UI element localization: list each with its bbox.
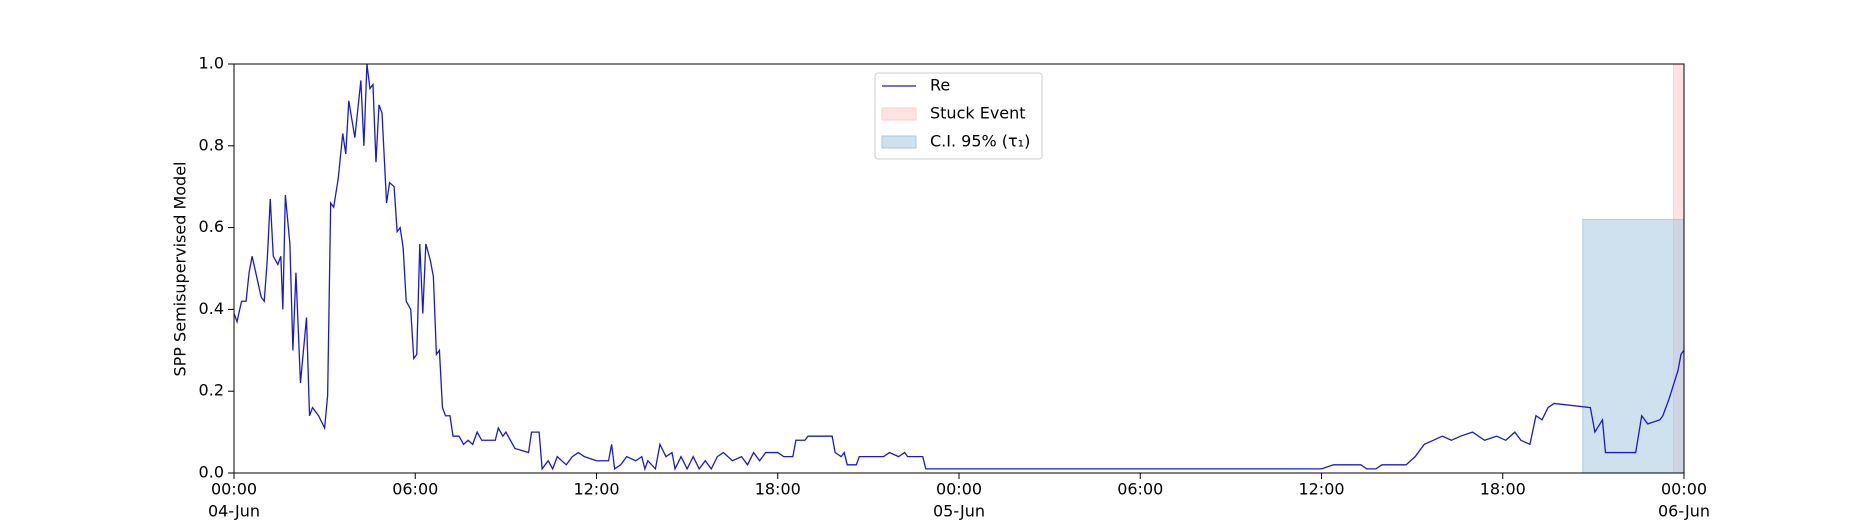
x-tick-label: 00:00 <box>1661 480 1707 499</box>
x-tick-label: 18:00 <box>1480 480 1526 499</box>
series-line <box>233 63 1685 472</box>
y-tick-label: 1.0 <box>199 54 224 73</box>
y-tick-label: 0.8 <box>199 135 224 154</box>
y-tick-label: 0.2 <box>199 381 224 400</box>
x-tick-label: 00:00 <box>211 480 257 499</box>
legend-label: Re <box>930 76 950 95</box>
x-tick-label: 00:00 <box>936 480 982 499</box>
x-tick-label: 04-Jun <box>208 502 260 521</box>
x-tick-label: 12:00 <box>1298 480 1344 499</box>
y-tick-label: 0.6 <box>199 217 224 236</box>
x-tick-label: 06:00 <box>392 480 438 499</box>
x-tick-label: 06-Jun <box>1658 502 1710 521</box>
x-tick-label: 1900 <box>214 524 255 525</box>
y-tick-label: 0.4 <box>199 299 224 318</box>
y-tick-label: 0.0 <box>199 463 224 482</box>
x-tick-label: 06:00 <box>1117 480 1163 499</box>
legend: Re Stuck Event C.I. 95% (τ₁) <box>874 72 1043 160</box>
legend-label: Stuck Event <box>930 104 1026 123</box>
x-tick-label: 18:00 <box>755 480 801 499</box>
legend-patch <box>881 135 917 149</box>
legend-label: C.I. 95% (τ₁) <box>930 132 1030 151</box>
region <box>1582 218 1685 474</box>
x-tick-label: 05-Jun <box>933 502 985 521</box>
legend-patch <box>881 107 917 121</box>
y-axis-label: SPP Semisupervised Model <box>171 162 190 377</box>
legend-frame <box>874 72 1043 160</box>
x-tick-label: 12:00 <box>573 480 619 499</box>
